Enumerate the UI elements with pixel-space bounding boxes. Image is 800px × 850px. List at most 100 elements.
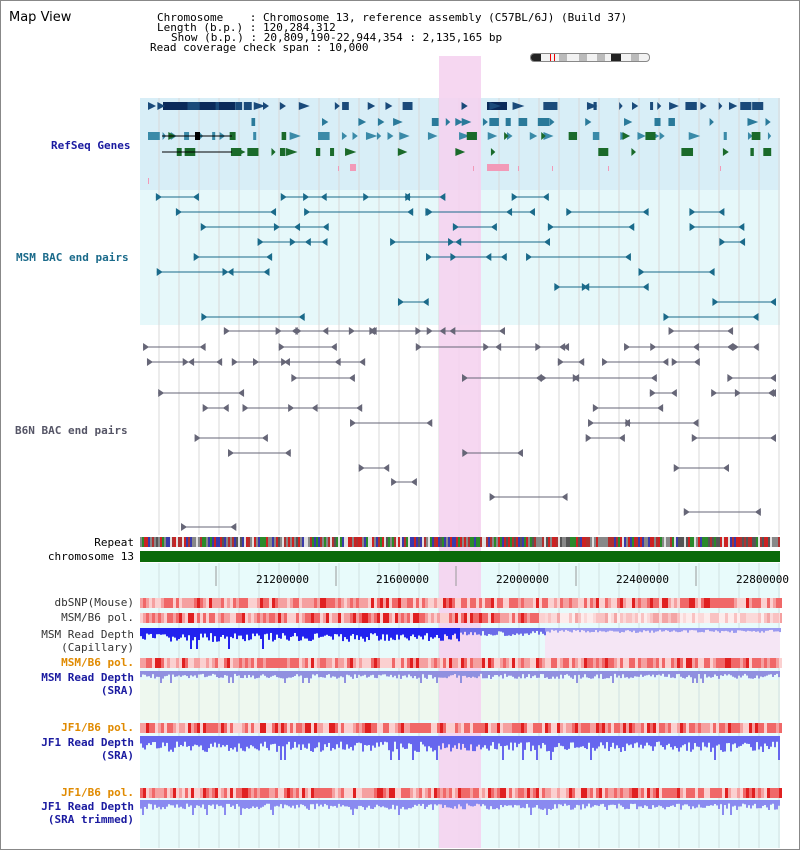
heat-cell	[458, 788, 461, 798]
chromosome-info: Chromosome : Chromosome 13, reference as…	[157, 11, 628, 24]
depth-bar	[300, 800, 302, 805]
depth-bar	[276, 628, 278, 635]
depth-bar	[428, 736, 430, 747]
ideogram-position-marker[interactable]	[550, 54, 555, 61]
jf1-read-depth-sra-label[interactable]: JF1 Read Depth	[41, 736, 134, 749]
depth-bar	[650, 671, 652, 677]
depth-bar	[386, 736, 388, 743]
depth-bar	[741, 628, 743, 631]
heat-cell	[311, 598, 314, 608]
gene-feature	[489, 102, 501, 110]
chromosome-ideogram[interactable]	[530, 53, 650, 62]
chromosome-track-label[interactable]: chromosome 13	[47, 550, 134, 563]
refseq-genes-label[interactable]: RefSeq Genes	[51, 139, 131, 152]
depth-bar	[178, 628, 180, 640]
gene-feature	[593, 102, 597, 110]
gene-feature	[281, 132, 287, 140]
depth-bar	[767, 628, 769, 631]
heat-cell	[341, 613, 344, 623]
heat-cell	[512, 788, 515, 798]
depth-bar	[248, 800, 250, 809]
repeat-segment	[532, 537, 534, 547]
depth-bar	[320, 800, 322, 805]
bac-end	[156, 268, 163, 276]
repeat-segment	[470, 537, 472, 547]
msm-b6-pol-sra-track-label[interactable]: MSM/B6 pol.	[61, 656, 134, 669]
depth-bar	[482, 628, 484, 632]
msm-read-depth-capillary-label[interactable]: MSM Read Depth	[41, 628, 134, 641]
depth-bar	[500, 800, 502, 806]
depth-bar	[234, 800, 236, 809]
heat-cell	[518, 613, 521, 623]
msm-b6-pol-track-label[interactable]: MSM/B6 pol.	[61, 611, 134, 624]
depth-bar	[718, 671, 720, 679]
depth-bar	[378, 671, 380, 675]
depth-bar	[564, 671, 566, 675]
heat-cell	[383, 598, 386, 608]
depth-bar	[490, 671, 492, 679]
bac-end	[228, 449, 235, 457]
depth-bar	[310, 671, 312, 679]
depth-bar	[330, 800, 332, 806]
heat-cell	[779, 658, 782, 668]
depth-bar	[557, 628, 559, 633]
depth-bar	[564, 736, 566, 750]
heat-cell	[665, 658, 668, 668]
heat-cell	[776, 658, 779, 668]
depth-bar	[676, 671, 678, 675]
msm-read-depth-sra-label[interactable]: MSM Read Depth	[41, 671, 134, 684]
jf1-b6-pol-track-label[interactable]: JF1/B6 pol.	[61, 721, 134, 734]
depth-bar	[238, 628, 240, 636]
bac-end	[462, 374, 469, 382]
repeat-segment	[412, 537, 414, 547]
heat-cell	[179, 723, 182, 733]
msm-bac-end-pairs-label[interactable]: MSM BAC end pairs	[16, 251, 129, 264]
heat-cell	[476, 723, 479, 733]
heat-cell	[260, 613, 263, 623]
depth-bar	[654, 800, 656, 808]
depth-bar	[656, 671, 658, 676]
heat-cell	[746, 723, 749, 733]
depth-bar	[452, 736, 454, 748]
depth-bar	[589, 628, 591, 633]
depth-bar	[176, 800, 178, 805]
repeat-track-label[interactable]: Repeat	[94, 536, 134, 549]
depth-bar	[170, 736, 172, 750]
depth-bar	[462, 800, 464, 810]
jf1-read-depth-trimmed-label[interactable]: JF1 Read Depth	[41, 800, 134, 813]
depth-bar	[470, 671, 472, 678]
heat-cell	[449, 788, 452, 798]
depth-bar	[532, 628, 534, 632]
repeat-segment	[696, 537, 698, 547]
gene-feature	[215, 102, 220, 110]
bac-end	[495, 343, 502, 351]
heat-cell	[179, 598, 182, 608]
depth-bar	[696, 800, 698, 808]
heat-cell	[209, 788, 212, 798]
heat-cell	[464, 598, 467, 608]
heat-cell	[344, 658, 347, 668]
depth-bar	[768, 800, 770, 810]
heat-cell	[314, 613, 317, 623]
dbsnp-track-label[interactable]: dbSNP(Mouse)	[54, 596, 134, 609]
depth-bar	[248, 671, 250, 675]
heat-cell	[308, 658, 311, 668]
gene-feature	[352, 132, 358, 140]
bac-end	[370, 327, 377, 335]
depth-bar	[400, 628, 402, 636]
jf1-b6-pol-trimmed-track-label[interactable]: JF1/B6 pol.	[61, 786, 134, 799]
heat-cell	[200, 723, 203, 733]
repeat-segment	[426, 537, 428, 547]
b6n-bac-end-pairs-label[interactable]: B6N BAC end pairs	[15, 424, 128, 437]
heat-cell	[311, 723, 314, 733]
bac-end	[663, 313, 670, 321]
heat-cell	[536, 598, 539, 608]
depth-bar	[238, 736, 240, 744]
heat-cell	[326, 598, 329, 608]
depth-bar	[474, 800, 476, 806]
bac-end	[670, 389, 677, 397]
heat-cell	[656, 788, 659, 798]
depth-bar	[398, 736, 400, 760]
heat-cell	[239, 788, 242, 798]
